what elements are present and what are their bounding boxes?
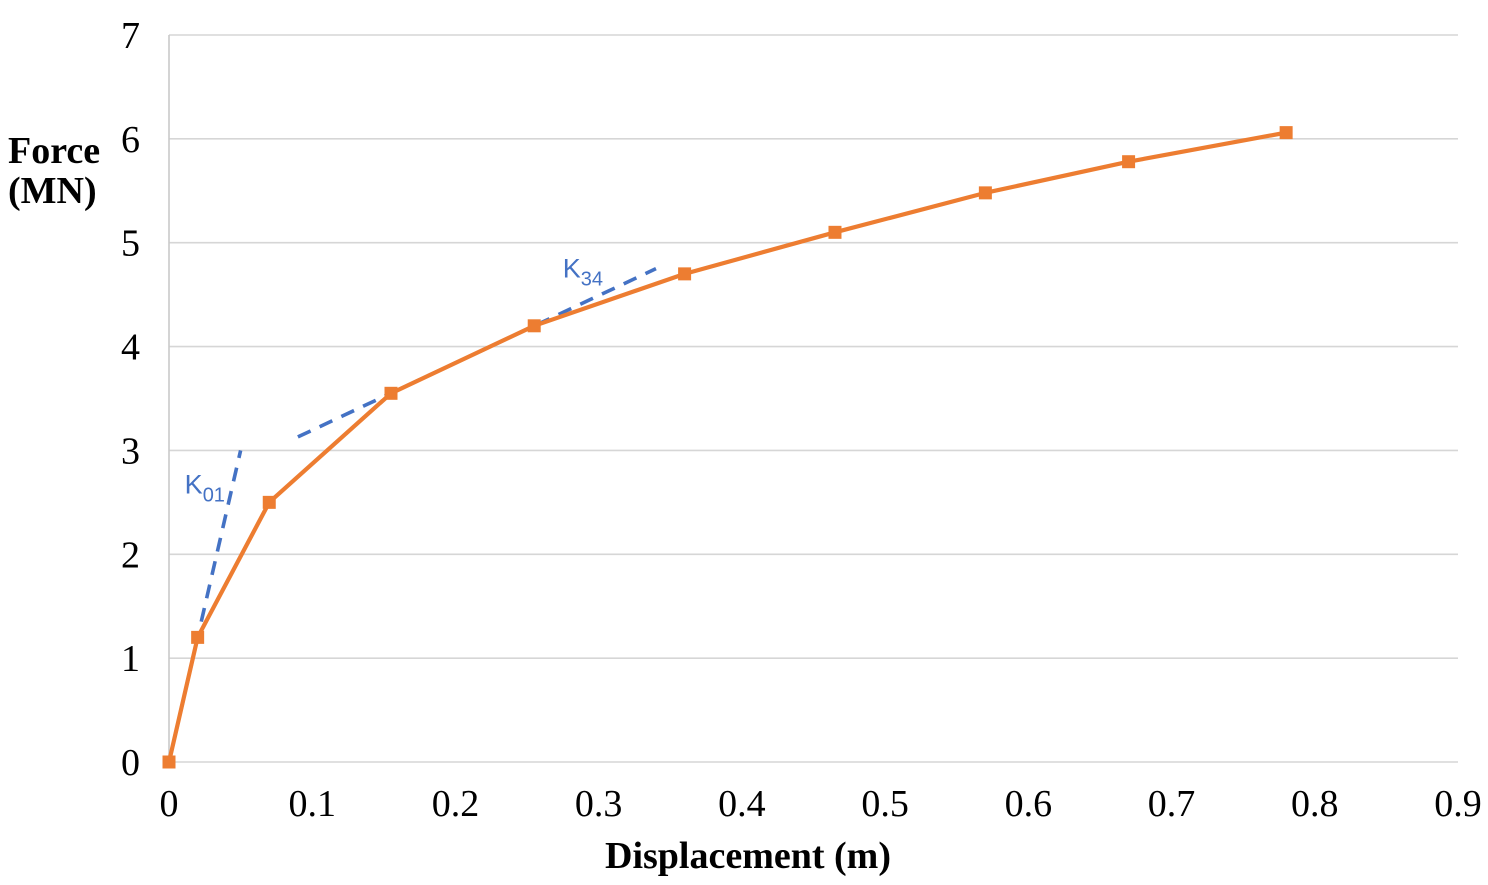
x-tick-label: 0.2 [432,783,480,825]
data-point-marker [527,319,541,333]
annotation-01: K01 [185,470,225,507]
x-tick-label: 0.5 [861,783,909,825]
x-axis-title: Displacement (m) [605,835,891,877]
annotation-34: K34 [563,254,603,291]
x-tick-label: 0.6 [1005,783,1053,825]
data-point-marker [162,755,176,769]
data-point-marker [978,186,992,200]
y-tick-label: 4 [121,327,140,369]
x-tick-label: 0 [160,783,179,825]
data-point-marker [384,386,398,400]
x-tick-label: 0.4 [718,783,766,825]
series-line [166,130,1287,763]
x-tick-label: 0.7 [1148,783,1196,825]
x-tick-label: 0.1 [288,783,336,825]
data-point-marker [191,630,205,644]
data-point-marker [262,495,276,509]
data-series [162,126,1293,769]
annotations: K01 K34 [185,254,603,507]
y-tick-label: 6 [121,119,140,161]
gridlines [169,34,1458,763]
y-tick-label: 0 [121,742,140,784]
y-axis-title-line2: (MN) [8,170,97,212]
y-tick-label: 7 [121,15,140,57]
data-point-marker [1279,126,1293,140]
y-tick-label: 1 [121,638,140,680]
stiffness-tangent-lines [167,267,657,763]
y-axis-title-line1: Force [8,130,100,172]
x-tick-label: 0.8 [1291,783,1339,825]
x-tick-label: 0.9 [1434,783,1482,825]
y-tick-label: 5 [121,223,140,265]
y-tick-label: 3 [121,430,140,472]
x-tick-label: 0.3 [575,783,623,825]
data-point-marker [678,267,692,281]
data-point-marker [828,225,842,239]
y-tick-label: 2 [121,534,140,576]
tick-labels: 0 0.1 0.2 0.3 0.4 0.5 0.6 0.7 0.8 0.9 0 1 2 3 4 5 6 7 [121,15,1482,825]
data-point-marker [1122,155,1136,169]
